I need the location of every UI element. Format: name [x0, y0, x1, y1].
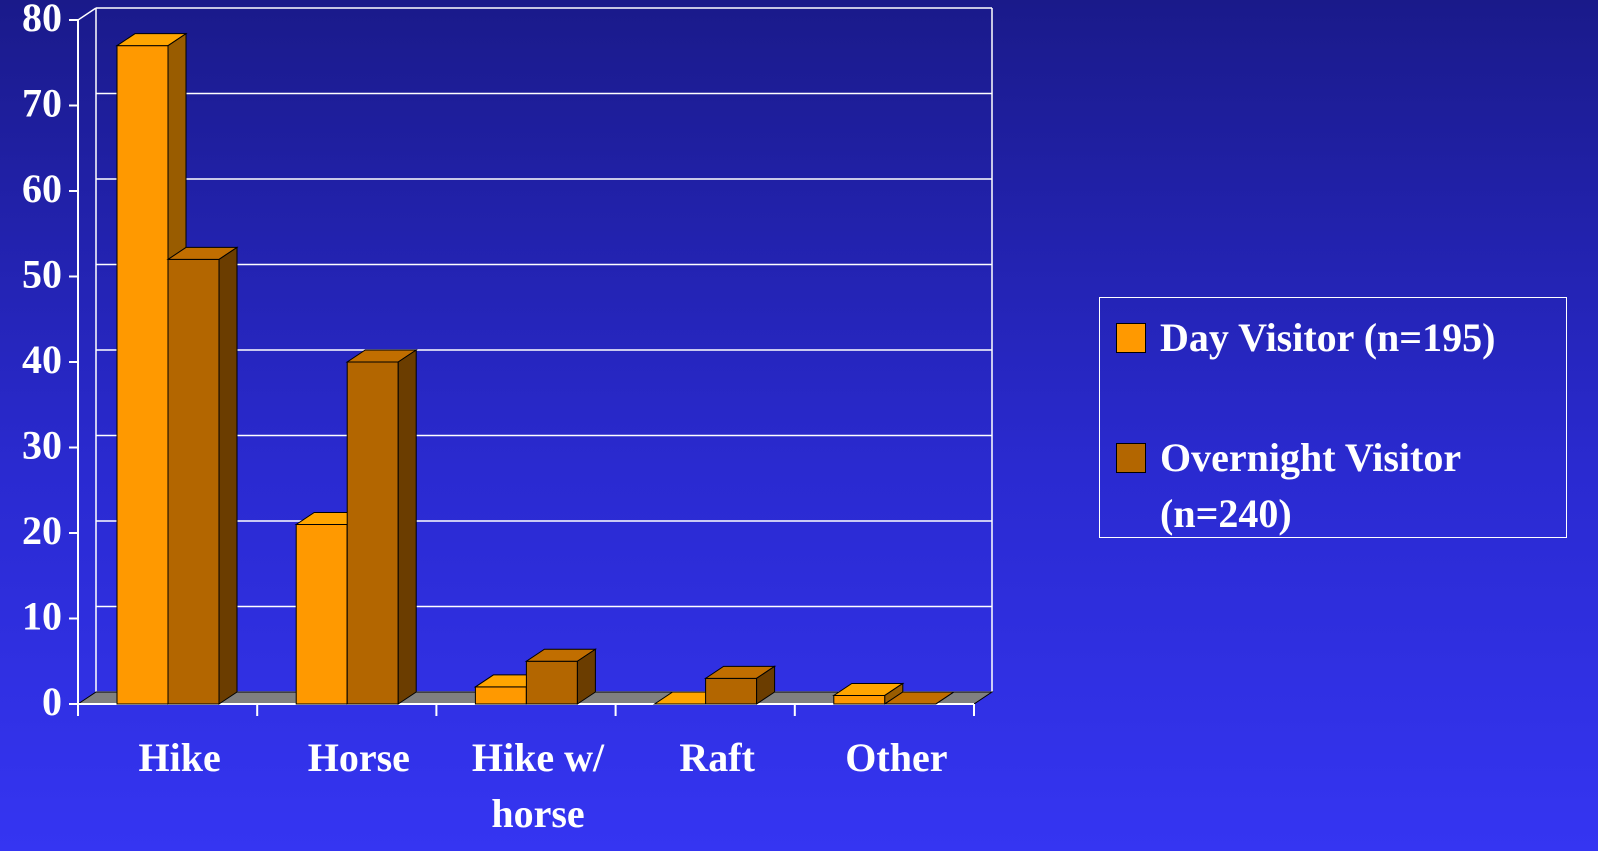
y-tick-label: 60: [22, 166, 62, 211]
legend-swatch: [1116, 323, 1146, 353]
y-tick-label: 30: [22, 423, 62, 468]
y-tick-label: 20: [22, 508, 62, 553]
bar: [116, 45, 169, 705]
y-tick-label: 0: [42, 679, 62, 724]
legend-item: Overnight Visitor (n=240): [1114, 430, 1554, 542]
bar: [295, 523, 348, 705]
x-tick-label: Other: [845, 735, 948, 780]
bar: [167, 258, 220, 705]
x-tick-label: Hike: [138, 735, 221, 780]
bar-side: [935, 691, 955, 705]
chart: 0 10 20 30 40 50 60 70 80: [22, 0, 994, 724]
y-tick-label: 40: [22, 337, 62, 382]
bar-side: [756, 665, 776, 705]
bar: [525, 660, 578, 705]
y-tick-label: 50: [22, 252, 62, 297]
x-tick-label: Hike w/ horse: [471, 735, 605, 836]
bar-side: [397, 349, 417, 705]
bar: [705, 677, 758, 705]
wall-diag: [77, 7, 97, 21]
legend-label: Overnight Visitor (n=240): [1160, 435, 1461, 536]
bar: [833, 694, 886, 705]
legend-item: Day Visitor (n=195): [1114, 310, 1554, 366]
x-tick-label: Raft: [679, 735, 755, 780]
y-tick-label: 80: [22, 0, 62, 40]
bar-side: [218, 246, 238, 705]
y-tick-label: 10: [22, 594, 62, 639]
bar: [474, 686, 527, 705]
legend-swatch: [1116, 443, 1146, 473]
x-tick-label: Horse: [307, 735, 410, 780]
legend-label: Day Visitor (n=195): [1160, 315, 1496, 360]
bar: [346, 361, 399, 705]
bar-side: [576, 648, 596, 705]
y-tick-label: 70: [22, 81, 62, 126]
legend: Day Visitor (n=195) Overnight Visitor (n=…: [1099, 297, 1567, 538]
